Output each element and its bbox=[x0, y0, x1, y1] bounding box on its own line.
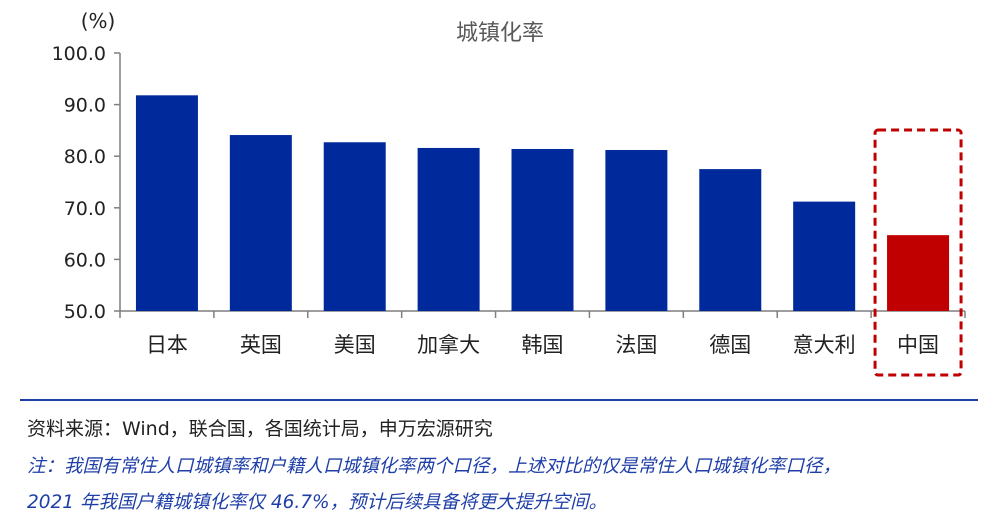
urbanization-bar-chart: 城镇化率 (%) 日本 英国 美国 加拿大 韩国 法国 德国 意大利 中国 50.0 60.0 70… bbox=[52, 9, 966, 377]
bar-4 bbox=[511, 148, 574, 311]
bar-1 bbox=[229, 135, 292, 311]
x-tick-label: 韩国 bbox=[522, 333, 564, 357]
bar-2 bbox=[323, 142, 386, 311]
y-tick-label: 90.0 bbox=[64, 95, 106, 117]
y-tick-label: 100.0 bbox=[52, 43, 106, 65]
source-text: 资料来源：Wind，联合国，各国统计局，申万宏源研究 bbox=[27, 418, 493, 440]
bar-0 bbox=[135, 95, 198, 311]
x-tick-label: 美国 bbox=[334, 333, 376, 357]
x-tick-label: 英国 bbox=[240, 333, 282, 357]
bar-8 bbox=[887, 235, 950, 311]
note-line-2: 2021 年我国户籍城镇化率仅 46.7%，预计后续具备将更大提升空间。 bbox=[27, 492, 608, 513]
bar-5 bbox=[605, 150, 668, 311]
y-tick-label: 50.0 bbox=[64, 301, 106, 323]
y-tick-labels: 50.0 60.0 70.0 80.0 90.0 100.0 bbox=[52, 43, 106, 323]
y-tick-label: 80.0 bbox=[64, 146, 106, 168]
bar-3 bbox=[417, 147, 480, 311]
note-line-1: 注：我国有常住人口城镇率和户籍人口城镇化率两个口径，上述对比的仅是常住人口城镇化… bbox=[27, 456, 842, 477]
x-tick-labels: 日本 英国 美国 加拿大 韩国 法国 德国 意大利 中国 bbox=[146, 333, 939, 357]
x-tick-label: 日本 bbox=[146, 333, 188, 357]
x-tick-label: 意大利 bbox=[793, 333, 856, 357]
bar-6 bbox=[699, 169, 762, 311]
bar-group bbox=[135, 95, 963, 377]
y-axis-unit-label: (%) bbox=[81, 9, 116, 33]
y-tick-label: 70.0 bbox=[64, 198, 106, 220]
footer-divider bbox=[20, 399, 978, 401]
x-tick-label: 德国 bbox=[709, 333, 751, 357]
y-tick-label: 60.0 bbox=[64, 249, 106, 271]
highlight-dashed-box bbox=[873, 128, 963, 377]
chart-title: 城镇化率 bbox=[456, 21, 544, 46]
x-tick-label: 法国 bbox=[615, 333, 657, 357]
x-tick-label: 加拿大 bbox=[417, 333, 480, 357]
bar-7 bbox=[793, 201, 856, 311]
x-tick-label: 中国 bbox=[897, 333, 939, 357]
